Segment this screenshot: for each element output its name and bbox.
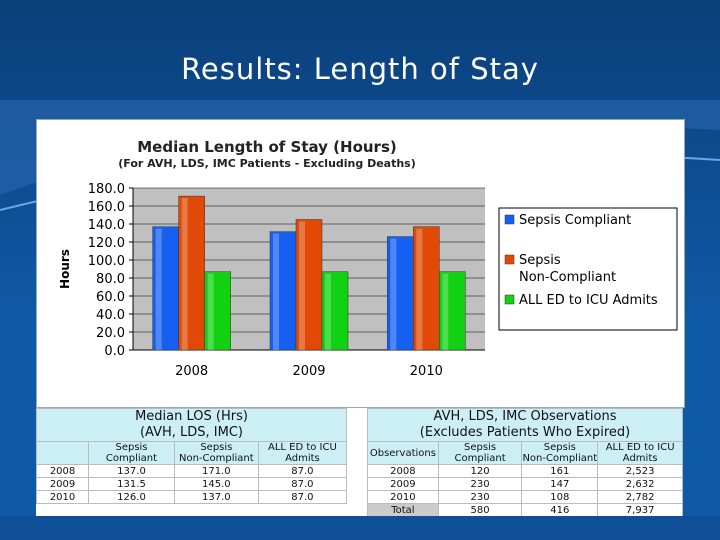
table-cell: 2009: [35, 477, 90, 491]
table-cell: 2,523: [597, 464, 683, 478]
table-header-cell: ALL ED to ICU Admits: [257, 441, 348, 465]
bottom-band: [0, 516, 720, 540]
table-row: 2009 230 147 2,632: [367, 477, 683, 491]
legend-label: Sepsis Non-Compliant: [519, 253, 616, 285]
table-cell: 2,782: [597, 490, 683, 504]
y-tick-label: 180.0: [88, 182, 125, 197]
legend-box: [498, 207, 678, 331]
table-cell: 145.0: [173, 477, 259, 491]
y-tick-label: 0.0: [104, 344, 125, 359]
y-tick-label: 80.0: [96, 272, 125, 287]
table-row: 2008 120 161 2,523: [367, 464, 683, 478]
table-cell: 416: [521, 503, 599, 517]
bar-2008-2: [178, 195, 205, 351]
legend-swatch: [504, 294, 515, 305]
observations-table: AVH, LDS, IMC Observations (Excludes Pati…: [367, 408, 683, 517]
table-cell: 126.0: [88, 490, 175, 504]
table-cell: 131.5: [88, 477, 175, 491]
y-tick-label: 120.0: [88, 236, 125, 251]
table-cell: 580: [437, 503, 523, 517]
y-tick-label: 60.0: [96, 290, 125, 305]
y-tick-label: 160.0: [88, 200, 125, 215]
bar-highlight: [207, 273, 214, 350]
bar-highlight: [325, 273, 331, 350]
bar-2010-2: [413, 226, 440, 351]
table-cell: 2,632: [597, 477, 683, 491]
table-header-cell: Sepsis Non-Compliant: [173, 441, 259, 465]
table-header-cell: Observations: [367, 441, 439, 465]
table-row: Total 580 416 7,937: [367, 503, 683, 517]
bar-highlight: [181, 198, 188, 350]
y-tick-label: 40.0: [96, 308, 125, 323]
table-cell: 230: [437, 490, 523, 504]
bar-highlight: [390, 238, 397, 350]
table-cell: 120: [437, 464, 523, 478]
table-row: 2008 137.0 171.0 87.0: [35, 464, 348, 478]
table-title: Median LOS (Hrs) (AVH, LDS, IMC): [36, 408, 347, 442]
y-tick-label: 140.0: [88, 218, 125, 233]
table-row: 2009 131.5 145.0 87.0: [35, 477, 348, 491]
legend-swatch: [504, 254, 515, 265]
bar-2009-3: [321, 271, 349, 351]
table-header-cell: Sepsis Compliant: [437, 441, 523, 465]
bar-chart: 180.0 160.0 140.0 120.0 100.0 80.0 60.0 40.0 20.…: [58, 182, 678, 379]
table-cell: 7,937: [597, 503, 683, 517]
x-tick-label: 2008: [175, 364, 208, 379]
table-cell: 171.0: [173, 464, 259, 478]
table-cell: 108: [521, 490, 599, 504]
table-row: 2010 126.0 137.0 87.0: [35, 490, 348, 504]
table-cell: 2009: [367, 477, 439, 491]
chart-title: Median Length of Stay (Hours): [137, 138, 397, 156]
table-cell: 161: [521, 464, 599, 478]
bar-2010-3: [439, 271, 466, 351]
bar-highlight: [155, 228, 162, 350]
table-header-cell: ALL ED to ICU Admits: [597, 441, 683, 465]
bar-highlight: [416, 228, 423, 350]
chart-panel: Median Length of Stay (Hours) (For AVH, …: [36, 119, 685, 408]
table-header-cell: Sepsis Non-Compliant: [521, 441, 599, 465]
y-tick-label: 100.0: [88, 254, 125, 269]
table-cell: 87.0: [257, 477, 348, 491]
x-tick-label: 2009: [292, 364, 325, 379]
bar-highlight: [442, 273, 449, 350]
bar-highlight: [299, 221, 305, 350]
table-cell: 230: [437, 477, 523, 491]
legend-swatch: [504, 214, 515, 225]
y-tick-label: 20.0: [96, 326, 125, 341]
bar-2008-3: [204, 271, 231, 351]
table-cell: 2010: [367, 490, 439, 504]
table-cell: 87.0: [257, 490, 348, 504]
table-cell: 147: [521, 477, 599, 491]
legend-label: Sepsis Compliant: [519, 213, 631, 228]
legend-label: ALL ED to ICU Admits: [519, 293, 658, 308]
table-title: AVH, LDS, IMC Observations (Excludes Pati…: [367, 408, 683, 442]
bar-2010-1: [387, 236, 414, 351]
table-cell: Total: [367, 503, 439, 517]
table-row: 2010 230 108 2,782: [367, 490, 683, 504]
chart-subtitle: (For AVH, LDS, IMC Patients - Excluding …: [118, 157, 416, 170]
table-cell: 87.0: [257, 464, 348, 478]
table-cell: 2008: [367, 464, 439, 478]
table-cell: 2010: [35, 490, 90, 504]
table-cell: 137.0: [173, 490, 259, 504]
los-table: Median LOS (Hrs) (AVH, LDS, IMC) Sepsis Com…: [35, 408, 348, 504]
y-axis-label: Hours: [58, 249, 72, 289]
table-cell: 137.0: [88, 464, 175, 478]
slide-title: Results: Length of Stay: [181, 52, 539, 86]
table-header-cell: [35, 441, 90, 465]
tables-area: Median LOS (Hrs) (AVH, LDS, IMC) Sepsis Com…: [35, 408, 683, 523]
bar-2009-2: [295, 219, 323, 351]
table-cell: 2008: [35, 464, 90, 478]
table-header-cell: Sepsis Compliant: [88, 441, 175, 465]
bar-highlight: [273, 233, 279, 350]
x-tick-label: 2010: [410, 364, 443, 379]
